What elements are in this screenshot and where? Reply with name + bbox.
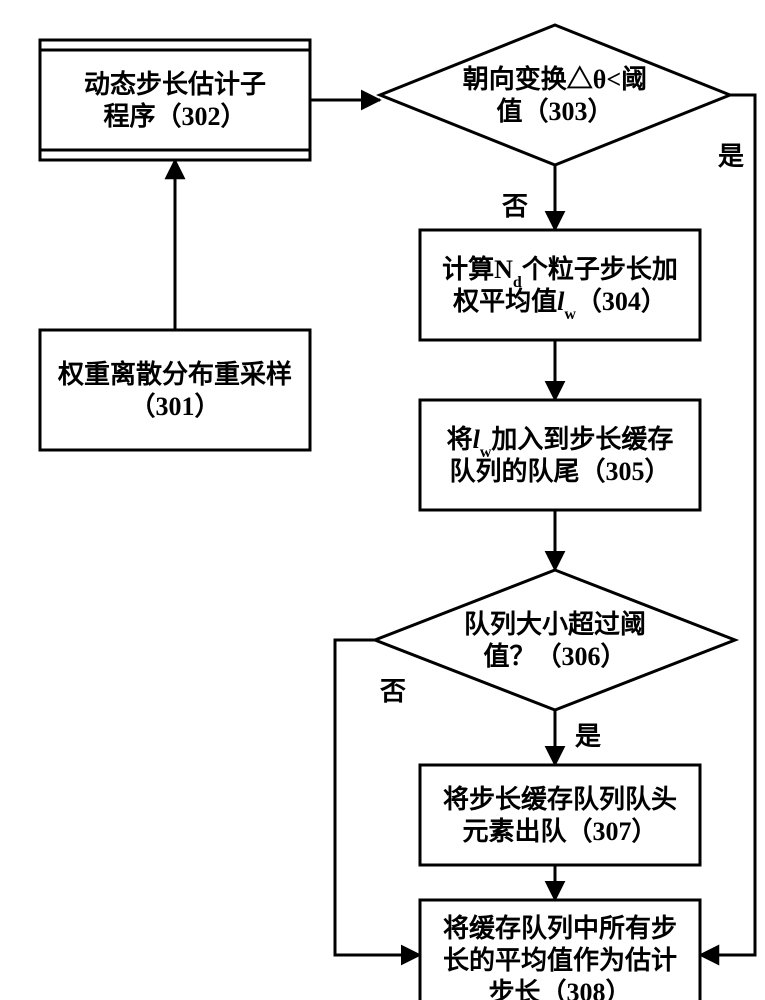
svg-text:权重离散分布重采样: 权重离散分布重采样 bbox=[57, 359, 292, 389]
svg-text:队列大小超过阈: 队列大小超过阈 bbox=[464, 610, 646, 639]
svg-text:程序（302）: 程序（302） bbox=[103, 101, 246, 131]
svg-text:是: 是 bbox=[575, 722, 601, 751]
svg-text:值（303）: 值（303） bbox=[496, 97, 613, 126]
svg-text:动态步长估计子: 动态步长估计子 bbox=[84, 69, 266, 99]
svg-text:否: 否 bbox=[380, 677, 406, 706]
svg-text:朝向变换△θ<阈: 朝向变换△θ<阈 bbox=[463, 64, 647, 94]
svg-text:将步长缓存队列队头: 将步长缓存队列队头 bbox=[443, 784, 677, 814]
svg-text:队列的队尾（305）: 队列的队尾（305） bbox=[449, 456, 670, 486]
svg-text:元素出队（307）: 元素出队（307） bbox=[462, 817, 657, 846]
svg-text:（301）: （301） bbox=[129, 392, 220, 421]
svg-text:否: 否 bbox=[502, 192, 528, 221]
svg-text:长的平均值作为估计: 长的平均值作为估计 bbox=[443, 945, 677, 975]
svg-text:步长（308）: 步长（308） bbox=[488, 977, 631, 1000]
svg-text:值？（306）: 值？（306） bbox=[483, 642, 626, 671]
svg-text:是: 是 bbox=[718, 142, 744, 171]
svg-text:将缓存队列中所有步: 将缓存队列中所有步 bbox=[443, 913, 677, 943]
